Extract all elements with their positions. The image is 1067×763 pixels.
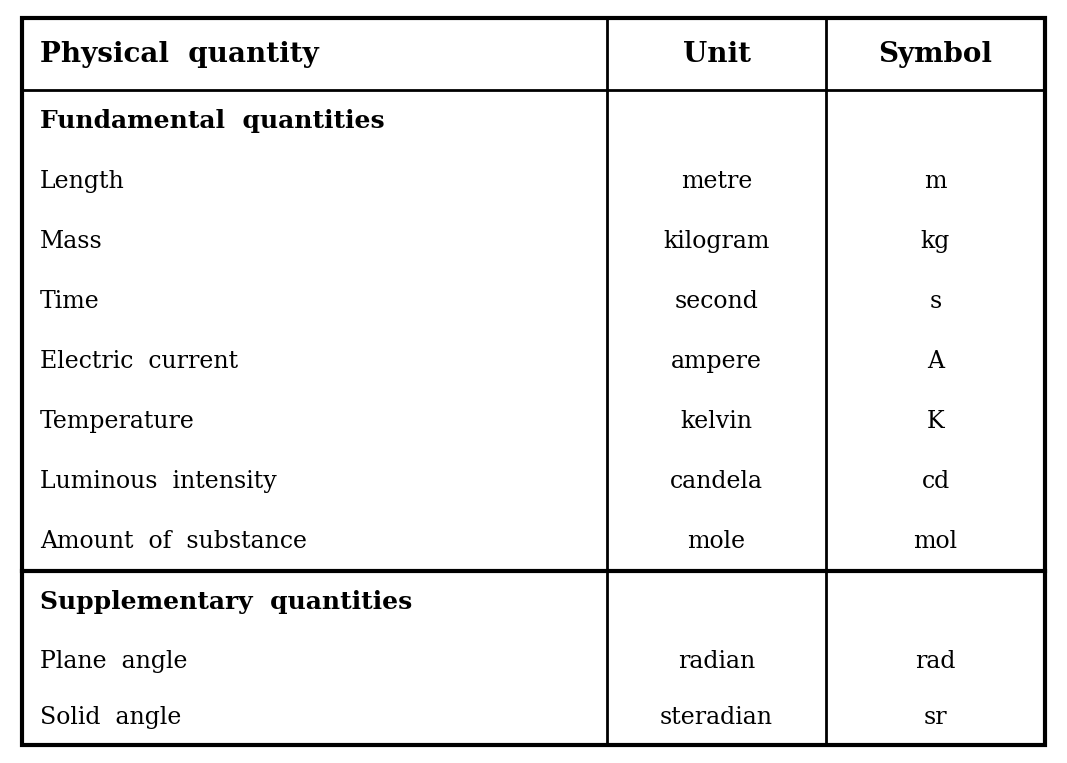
Text: steradian: steradian — [660, 706, 774, 729]
Text: candela: candela — [670, 470, 763, 493]
Text: sr: sr — [924, 706, 947, 729]
Text: second: second — [674, 290, 759, 314]
Text: Supplementary  quantities: Supplementary quantities — [39, 591, 412, 614]
Text: Solid  angle: Solid angle — [39, 706, 181, 729]
Text: Unit: Unit — [683, 40, 750, 67]
Text: Plane  angle: Plane angle — [39, 650, 188, 673]
Text: rad: rad — [915, 650, 956, 673]
Text: Time: Time — [39, 290, 99, 314]
Text: ampere: ampere — [671, 350, 762, 373]
Text: metre: metre — [681, 170, 752, 194]
Text: radian: radian — [678, 650, 755, 673]
Text: Luminous  intensity: Luminous intensity — [39, 470, 276, 493]
Text: mole: mole — [687, 530, 746, 553]
Text: Electric  current: Electric current — [39, 350, 238, 373]
Text: kilogram: kilogram — [664, 230, 769, 253]
Text: Mass: Mass — [39, 230, 102, 253]
Text: s: s — [929, 290, 942, 314]
Text: Symbol: Symbol — [878, 40, 992, 67]
Text: m: m — [924, 170, 946, 194]
Text: kg: kg — [921, 230, 951, 253]
Text: Physical  quantity: Physical quantity — [39, 40, 319, 67]
Text: cd: cd — [922, 470, 950, 493]
Text: Length: Length — [39, 170, 125, 194]
Text: kelvin: kelvin — [681, 410, 752, 433]
Text: Temperature: Temperature — [39, 410, 195, 433]
Text: Amount  of  substance: Amount of substance — [39, 530, 307, 553]
Text: Fundamental  quantities: Fundamental quantities — [39, 109, 384, 133]
Text: K: K — [927, 410, 944, 433]
Text: mol: mol — [913, 530, 957, 553]
Text: A: A — [927, 350, 944, 373]
